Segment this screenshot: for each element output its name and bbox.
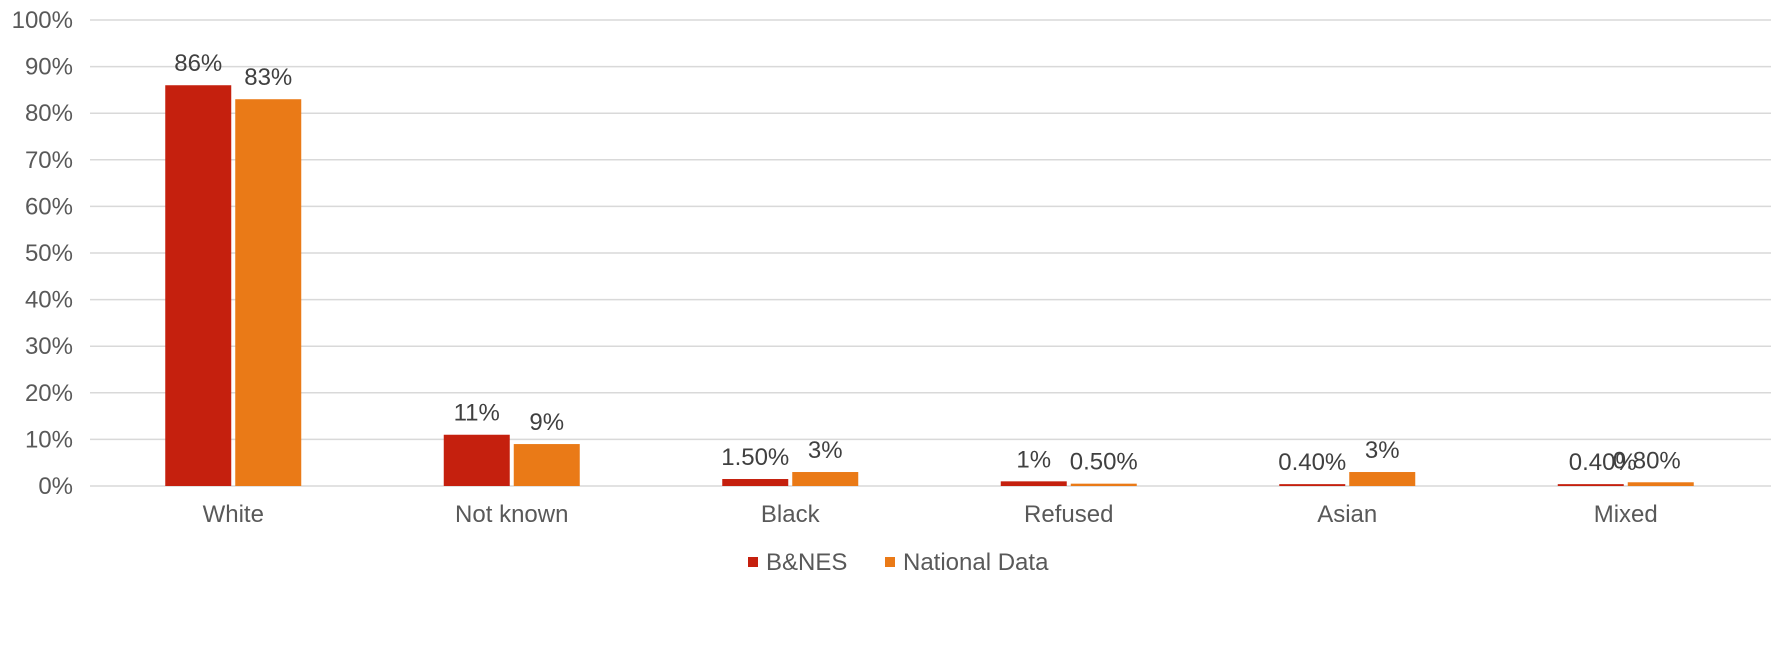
- data-label: 1.50%: [721, 444, 789, 471]
- x-axis-tick-labels: White Not known Black Refused Asian Mixed: [203, 501, 1658, 528]
- x-tick-label: Mixed: [1594, 501, 1658, 528]
- x-tick-label: Not known: [455, 501, 568, 528]
- data-label: 1%: [1016, 446, 1051, 473]
- y-tick-label: 60%: [25, 193, 73, 220]
- data-label: 0.80%: [1613, 447, 1681, 474]
- x-tick-label: Refused: [1024, 501, 1113, 528]
- y-tick-label: 40%: [25, 287, 73, 314]
- x-tick-label: White: [203, 501, 264, 528]
- bar-national-not-known: [513, 444, 580, 486]
- data-label: 9%: [529, 409, 564, 436]
- legend: B&NES National Data: [748, 549, 1049, 576]
- data-label: 0.40%: [1569, 449, 1637, 476]
- x-tick-label: Black: [761, 501, 821, 528]
- bar-national-refused: [1070, 483, 1137, 486]
- bar-bnes-refused: [1000, 481, 1067, 486]
- bar-national-black: [792, 472, 859, 486]
- data-labels: 86%83%11% 9%1.50% 3% 1% 0.50% 0.40% 3% 0.40%0.8…: [174, 50, 1681, 476]
- legend-label: National Data: [903, 549, 1049, 576]
- x-tick-label: Asian: [1317, 501, 1377, 528]
- bar-bnes-white: [165, 85, 232, 487]
- y-tick-label: 0%: [38, 473, 73, 500]
- y-tick-label: 10%: [25, 426, 73, 453]
- data-label: 3%: [1365, 437, 1400, 464]
- bar-bnes-asian: [1279, 484, 1346, 486]
- legend-label: B&NES: [766, 549, 847, 576]
- bar-national-mixed: [1627, 482, 1694, 486]
- bar-bnes-not-known: [443, 434, 510, 486]
- y-tick-label: 80%: [25, 100, 73, 127]
- y-tick-label: 90%: [25, 54, 73, 81]
- data-label: 86%: [174, 50, 222, 77]
- data-label: 0.50%: [1070, 449, 1138, 476]
- legend-swatch: [748, 557, 758, 567]
- y-tick-label: 100%: [12, 7, 73, 34]
- bar-bnes-black: [722, 479, 789, 486]
- bar-national-white: [235, 99, 302, 486]
- bar-bnes-mixed: [1557, 484, 1624, 486]
- gridlines: [90, 19, 1771, 487]
- y-tick-label: 30%: [25, 333, 73, 360]
- y-axis-tick-labels: 0% 10% 20% 30% 40% 50% 60% 70% 80% 90% 100%: [12, 7, 73, 500]
- legend-swatch: [885, 557, 895, 567]
- bars: [165, 85, 1694, 487]
- data-label: 3%: [808, 437, 843, 464]
- data-label: 0.40%: [1278, 449, 1346, 476]
- data-label: 83%: [244, 64, 292, 91]
- y-tick-label: 20%: [25, 380, 73, 407]
- data-label: 11%: [454, 400, 500, 427]
- bar-national-asian: [1349, 472, 1416, 486]
- y-tick-label: 50%: [25, 240, 73, 267]
- y-tick-label: 70%: [25, 147, 73, 174]
